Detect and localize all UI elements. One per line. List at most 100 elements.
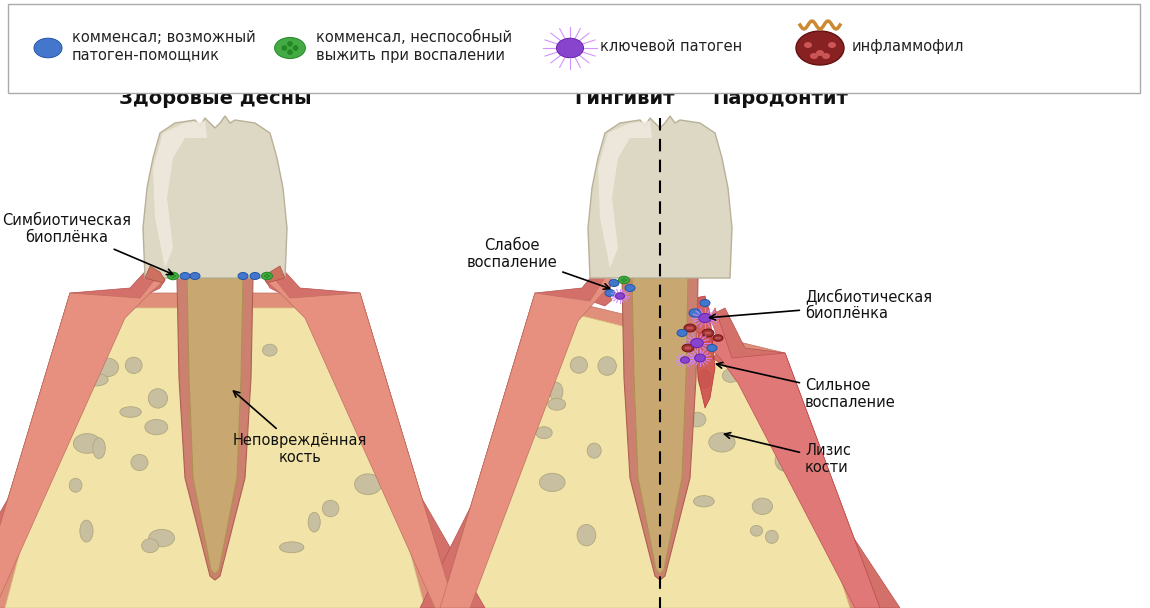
Ellipse shape	[577, 525, 596, 546]
Ellipse shape	[699, 314, 712, 323]
Polygon shape	[264, 273, 455, 608]
Text: Здоровые дёсны: Здоровые дёсны	[118, 89, 312, 108]
Ellipse shape	[775, 450, 795, 471]
Ellipse shape	[698, 370, 711, 389]
Ellipse shape	[322, 500, 339, 517]
Ellipse shape	[750, 525, 762, 536]
Ellipse shape	[707, 331, 710, 334]
Ellipse shape	[804, 42, 812, 48]
Ellipse shape	[623, 277, 624, 280]
Ellipse shape	[619, 276, 629, 284]
Ellipse shape	[719, 337, 721, 339]
Polygon shape	[0, 273, 164, 608]
Ellipse shape	[293, 45, 298, 51]
Polygon shape	[420, 266, 612, 608]
Ellipse shape	[681, 357, 690, 363]
Polygon shape	[622, 278, 698, 580]
Ellipse shape	[623, 280, 624, 283]
Ellipse shape	[550, 382, 562, 401]
Polygon shape	[588, 116, 733, 278]
Polygon shape	[5, 308, 426, 608]
Ellipse shape	[148, 530, 175, 547]
Text: Лизис
кости: Лизис кости	[724, 433, 851, 475]
Text: Слабое
воспаление: Слабое воспаление	[467, 238, 610, 289]
Ellipse shape	[728, 347, 752, 358]
Ellipse shape	[34, 38, 62, 58]
Ellipse shape	[141, 539, 159, 553]
Ellipse shape	[275, 38, 306, 58]
Ellipse shape	[174, 275, 176, 277]
Text: Пародонтит: Пародонтит	[712, 89, 848, 108]
Ellipse shape	[710, 331, 711, 334]
Ellipse shape	[588, 443, 601, 458]
Ellipse shape	[172, 274, 174, 275]
Polygon shape	[695, 296, 715, 408]
Ellipse shape	[539, 473, 565, 491]
Text: инфламмофил: инфламмофил	[852, 39, 965, 54]
Ellipse shape	[610, 280, 619, 286]
Ellipse shape	[621, 279, 623, 281]
Ellipse shape	[810, 53, 818, 59]
Text: Симбиотическая
биоплёнка: Симбиотическая биоплёнка	[2, 213, 172, 275]
Polygon shape	[153, 121, 207, 268]
Ellipse shape	[250, 272, 260, 280]
Polygon shape	[598, 121, 652, 268]
Ellipse shape	[682, 344, 693, 352]
Ellipse shape	[713, 335, 723, 341]
Ellipse shape	[689, 326, 691, 330]
FancyBboxPatch shape	[8, 4, 1140, 93]
Ellipse shape	[708, 433, 735, 452]
Ellipse shape	[705, 331, 707, 334]
Text: комменсал, неспособный
выжить при воспалении: комменсал, неспособный выжить при воспал…	[316, 30, 512, 63]
Ellipse shape	[689, 309, 702, 317]
Ellipse shape	[722, 369, 739, 382]
Ellipse shape	[822, 53, 830, 59]
Ellipse shape	[715, 337, 718, 339]
Ellipse shape	[83, 373, 108, 386]
Ellipse shape	[131, 454, 148, 471]
Ellipse shape	[540, 475, 562, 488]
Polygon shape	[440, 293, 880, 608]
Ellipse shape	[677, 330, 687, 336]
Ellipse shape	[170, 275, 172, 277]
Ellipse shape	[145, 420, 168, 435]
Ellipse shape	[97, 358, 118, 376]
Polygon shape	[0, 293, 455, 608]
Ellipse shape	[816, 50, 825, 56]
Ellipse shape	[752, 498, 773, 514]
Ellipse shape	[125, 357, 143, 373]
Ellipse shape	[264, 275, 266, 277]
Ellipse shape	[605, 289, 615, 297]
Ellipse shape	[238, 272, 248, 280]
Polygon shape	[264, 263, 485, 608]
Ellipse shape	[148, 389, 168, 408]
Ellipse shape	[796, 31, 844, 65]
Ellipse shape	[695, 354, 705, 362]
Text: ключевой патоген: ключевой патоген	[600, 39, 742, 54]
Ellipse shape	[79, 520, 93, 542]
Ellipse shape	[615, 292, 624, 299]
Ellipse shape	[624, 279, 627, 281]
Text: Дисбиотическая
биоплёнка: Дисбиотическая биоплёнка	[710, 288, 933, 322]
Ellipse shape	[570, 357, 588, 373]
Text: Сильное
воспаление: Сильное воспаление	[716, 362, 896, 410]
Ellipse shape	[536, 427, 552, 439]
Ellipse shape	[268, 275, 270, 277]
Polygon shape	[177, 278, 253, 580]
Polygon shape	[187, 278, 243, 574]
Ellipse shape	[687, 326, 689, 330]
Polygon shape	[143, 116, 288, 278]
Ellipse shape	[718, 337, 719, 339]
Ellipse shape	[266, 277, 268, 278]
Ellipse shape	[702, 329, 714, 337]
Polygon shape	[264, 266, 285, 283]
Polygon shape	[440, 273, 612, 608]
Ellipse shape	[266, 274, 268, 275]
Ellipse shape	[766, 530, 779, 544]
Ellipse shape	[691, 339, 704, 348]
Ellipse shape	[557, 38, 583, 58]
Polygon shape	[470, 308, 850, 608]
Ellipse shape	[308, 513, 320, 532]
Ellipse shape	[700, 300, 710, 306]
Ellipse shape	[805, 482, 825, 503]
